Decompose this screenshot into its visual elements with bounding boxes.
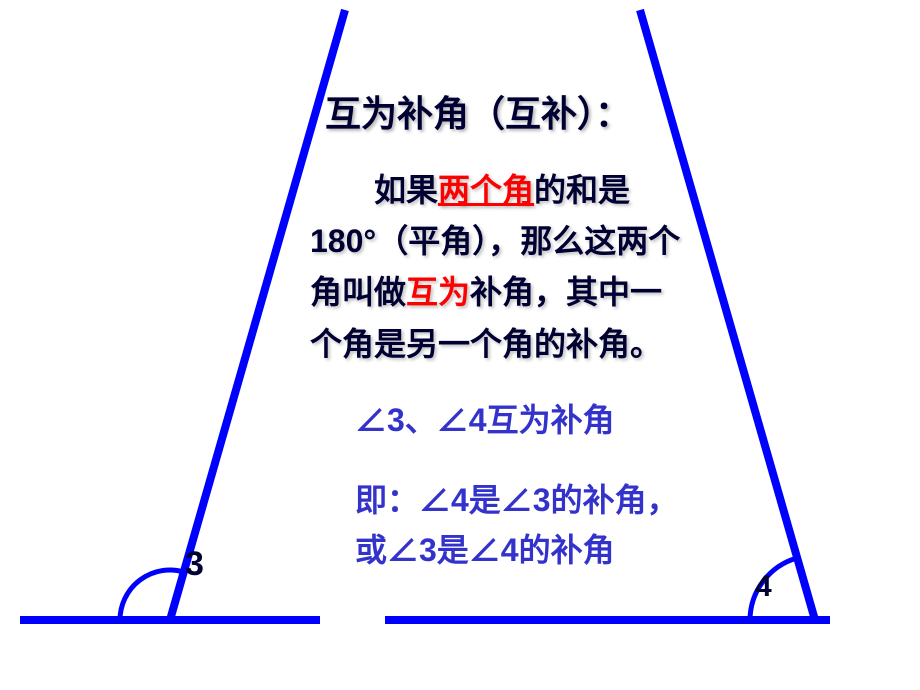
body-l3-red: 互为 [406, 274, 470, 310]
angle-label-4: 4 [755, 570, 772, 604]
body-l3-post: 补角，其中一 [470, 274, 662, 310]
title-text: 互为补角（互补）： [325, 85, 631, 137]
body-l2: 180°（平角），那么这两个 [310, 223, 680, 259]
blue-statement-3: 或∠3是∠4的补角 [355, 525, 615, 571]
body-l1-pre: 如果 [310, 172, 438, 208]
body-l1-red: 两个角 [438, 172, 534, 208]
angle-label-3: 3 [185, 545, 204, 584]
body-l1-post: 的和是 [534, 172, 630, 208]
blue-statement-1: ∠3、∠4互为补角 [355, 395, 615, 441]
body-l3-pre: 角叫做 [310, 274, 406, 310]
definition-text: 如果两个角的和是 180°（平角），那么这两个 角叫做互为补角，其中一 个角是另… [310, 165, 870, 370]
body-l4: 个角是另一个角的补角。 [310, 326, 662, 362]
blue-statement-2: 即：∠4是∠3的补角， [355, 475, 679, 521]
